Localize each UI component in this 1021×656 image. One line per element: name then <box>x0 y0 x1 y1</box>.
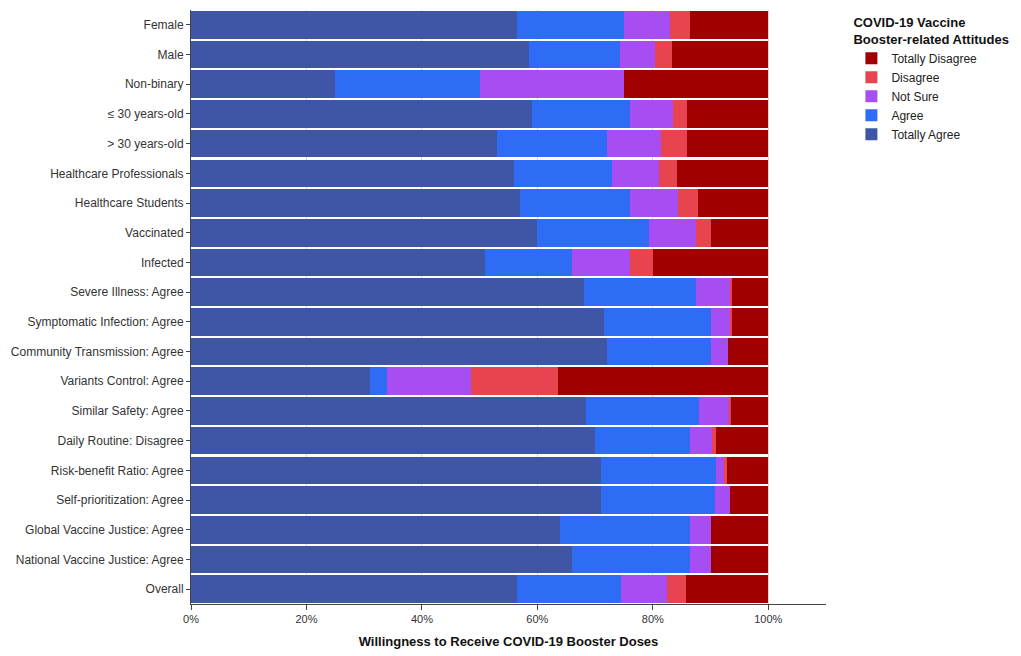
svg-text:100%: 100% <box>754 613 782 625</box>
svg-text:Male: Male <box>158 48 184 62</box>
svg-text:Overall: Overall <box>146 582 184 596</box>
svg-text:60%: 60% <box>526 613 548 625</box>
svg-text:40%: 40% <box>411 613 433 625</box>
svg-text:80%: 80% <box>642 613 664 625</box>
svg-text:Agree: Agree <box>891 109 923 123</box>
svg-text:Totally Agree: Totally Agree <box>891 128 960 142</box>
svg-text:Severe Illness: Agree: Severe Illness: Agree <box>70 285 184 299</box>
svg-text:Not Sure: Not Sure <box>891 90 939 104</box>
svg-text:Healthcare Students: Healthcare Students <box>75 196 184 210</box>
svg-text:Vaccinated: Vaccinated <box>125 226 183 240</box>
svg-text:Variants Control: Agree: Variants Control: Agree <box>60 374 184 388</box>
svg-text:National Vaccine Justice: Agre: National Vaccine Justice: Agree <box>16 553 184 567</box>
svg-text:Disagree: Disagree <box>891 71 939 85</box>
svg-text:Willingness to Receive COVID-1: Willingness to Receive COVID-19 Booster … <box>359 634 659 649</box>
svg-text:Community Transmission: Agree: Community Transmission: Agree <box>11 345 184 359</box>
svg-text:Infected: Infected <box>141 256 184 270</box>
svg-text:> 30 years-old: > 30 years-old <box>107 137 183 151</box>
svg-text:Female: Female <box>144 18 184 32</box>
svg-text:0%: 0% <box>183 613 199 625</box>
svg-text:Symptomatic Infection: Agree: Symptomatic Infection: Agree <box>28 315 184 329</box>
svg-text:20%: 20% <box>295 613 317 625</box>
svg-text:Non-binary: Non-binary <box>125 77 184 91</box>
svg-text:Similar Safety: Agree: Similar Safety: Agree <box>72 404 184 418</box>
svg-text:Global Vaccine Justice: Agree: Global Vaccine Justice: Agree <box>25 523 184 537</box>
svg-text:Daily Routine: Disagree: Daily Routine: Disagree <box>58 434 184 448</box>
svg-text:≤ 30 years-old: ≤ 30 years-old <box>108 107 184 121</box>
svg-text:Risk-benefit Ratio: Agree: Risk-benefit Ratio: Agree <box>51 464 184 478</box>
svg-text:COVID-19 VaccineBooster-relate: COVID-19 VaccineBooster-related Attitude… <box>853 15 1009 47</box>
svg-text:Self-prioritization: Agree: Self-prioritization: Agree <box>56 493 184 507</box>
svg-text:Healthcare Professionals: Healthcare Professionals <box>50 167 183 181</box>
svg-text:Totally Disagree: Totally Disagree <box>891 52 977 66</box>
